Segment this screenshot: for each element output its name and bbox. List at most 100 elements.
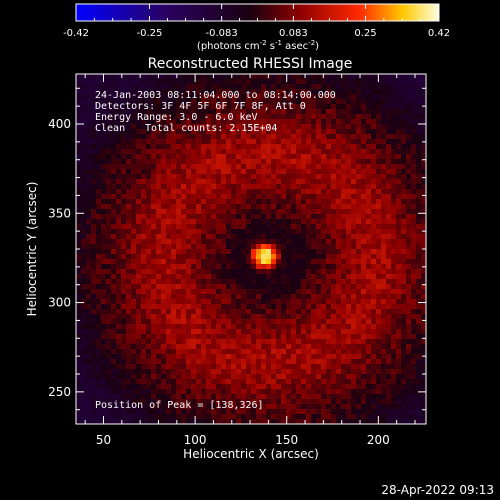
heatmap-cell — [96, 374, 102, 380]
heatmap-cell — [216, 239, 222, 245]
heatmap-cell — [391, 194, 397, 200]
heatmap-cell — [336, 229, 342, 235]
heatmap-cell — [381, 299, 387, 305]
heatmap-cell — [91, 269, 97, 275]
heatmap-cell — [201, 134, 207, 140]
heatmap-cell — [211, 114, 217, 120]
heatmap-cell — [311, 74, 317, 80]
heatmap-cell — [316, 224, 322, 230]
heatmap-cell — [201, 249, 207, 255]
heatmap-cell — [136, 324, 142, 330]
heatmap-cell — [106, 244, 112, 250]
heatmap-cell — [406, 144, 412, 150]
heatmap-cell — [81, 404, 87, 410]
heatmap-cell — [246, 319, 252, 325]
heatmap-cell — [326, 154, 332, 160]
heatmap-cell — [151, 344, 157, 350]
heatmap-cell — [126, 209, 132, 215]
heatmap-cell — [346, 364, 352, 370]
heatmap-cell — [161, 74, 167, 80]
heatmap-cell — [366, 79, 372, 85]
heatmap-cell — [206, 174, 212, 180]
heatmap-cell — [206, 124, 212, 130]
heatmap-cell — [131, 304, 137, 310]
heatmap-cell — [181, 374, 187, 380]
heatmap-cell — [191, 344, 197, 350]
heatmap-cell — [231, 159, 237, 165]
heatmap-cell — [366, 384, 372, 390]
heatmap-cell — [141, 304, 147, 310]
heatmap-cell — [126, 344, 132, 350]
heatmap-cell — [341, 309, 347, 315]
heatmap-cell — [356, 74, 362, 80]
heatmap-cell — [401, 144, 407, 150]
heatmap-cell — [196, 94, 202, 100]
heatmap-cell — [131, 134, 137, 140]
heatmap-cell — [341, 99, 347, 105]
heatmap-cell — [361, 229, 367, 235]
heatmap-cell — [281, 169, 287, 175]
heatmap-cell — [201, 314, 207, 320]
heatmap-cell — [166, 144, 172, 150]
heatmap-cell — [376, 134, 382, 140]
heatmap-cell — [161, 199, 167, 205]
heatmap-cell — [161, 129, 167, 135]
heatmap-cell — [171, 194, 177, 200]
heatmap-cell — [361, 314, 367, 320]
heatmap-cell — [131, 79, 137, 85]
heatmap-cell — [321, 134, 327, 140]
heatmap-cell — [316, 419, 322, 425]
heatmap-cell — [366, 279, 372, 285]
heatmap-cell — [101, 244, 107, 250]
heatmap-cell — [331, 129, 337, 135]
heatmap-cell — [151, 79, 157, 85]
heatmap-cell — [366, 374, 372, 380]
heatmap-cell — [236, 344, 242, 350]
heatmap-cell — [91, 414, 97, 420]
heatmap-cell — [271, 169, 277, 175]
heatmap-cell — [76, 89, 82, 95]
heatmap-cell — [96, 199, 102, 205]
heatmap-cell — [216, 159, 222, 165]
heatmap-cell — [276, 404, 282, 410]
heatmap-cell — [386, 124, 392, 130]
heatmap-cell — [421, 284, 427, 290]
heatmap-cell — [216, 99, 222, 105]
heatmap-cell — [126, 84, 132, 90]
heatmap-cell — [341, 354, 347, 360]
heatmap-cell — [341, 374, 347, 380]
heatmap-cell — [246, 324, 252, 330]
heatmap-cell — [221, 164, 227, 170]
heatmap-cell — [91, 204, 97, 210]
heatmap-cell — [131, 339, 137, 345]
heatmap-cell — [216, 324, 222, 330]
heatmap-cell — [256, 119, 262, 125]
heatmap-cell — [311, 124, 317, 130]
heatmap-cell — [376, 309, 382, 315]
heatmap-cell — [76, 199, 82, 205]
heatmap-cell — [166, 389, 172, 395]
heatmap-cell — [351, 249, 357, 255]
heatmap-cell — [121, 144, 127, 150]
heatmap-cell — [161, 364, 167, 370]
heatmap-cell — [246, 414, 252, 420]
heatmap-cell — [401, 419, 407, 425]
heatmap-cell — [131, 264, 137, 270]
heatmap-cell — [131, 419, 137, 425]
heatmap-cell — [86, 214, 92, 220]
heatmap-cell — [366, 119, 372, 125]
heatmap-cell — [276, 219, 282, 225]
heatmap-cell — [326, 324, 332, 330]
heatmap-cell — [291, 149, 297, 155]
heatmap-cell — [226, 184, 232, 190]
heatmap-cell — [306, 384, 312, 390]
heatmap-cell — [341, 294, 347, 300]
heatmap-cell — [251, 344, 257, 350]
heatmap-cell — [136, 239, 142, 245]
heatmap-cell — [286, 409, 292, 415]
heatmap-cell — [381, 259, 387, 265]
heatmap-cell — [241, 294, 247, 300]
heatmap-cell — [331, 149, 337, 155]
heatmap-cell — [201, 214, 207, 220]
heatmap-cell — [81, 384, 87, 390]
